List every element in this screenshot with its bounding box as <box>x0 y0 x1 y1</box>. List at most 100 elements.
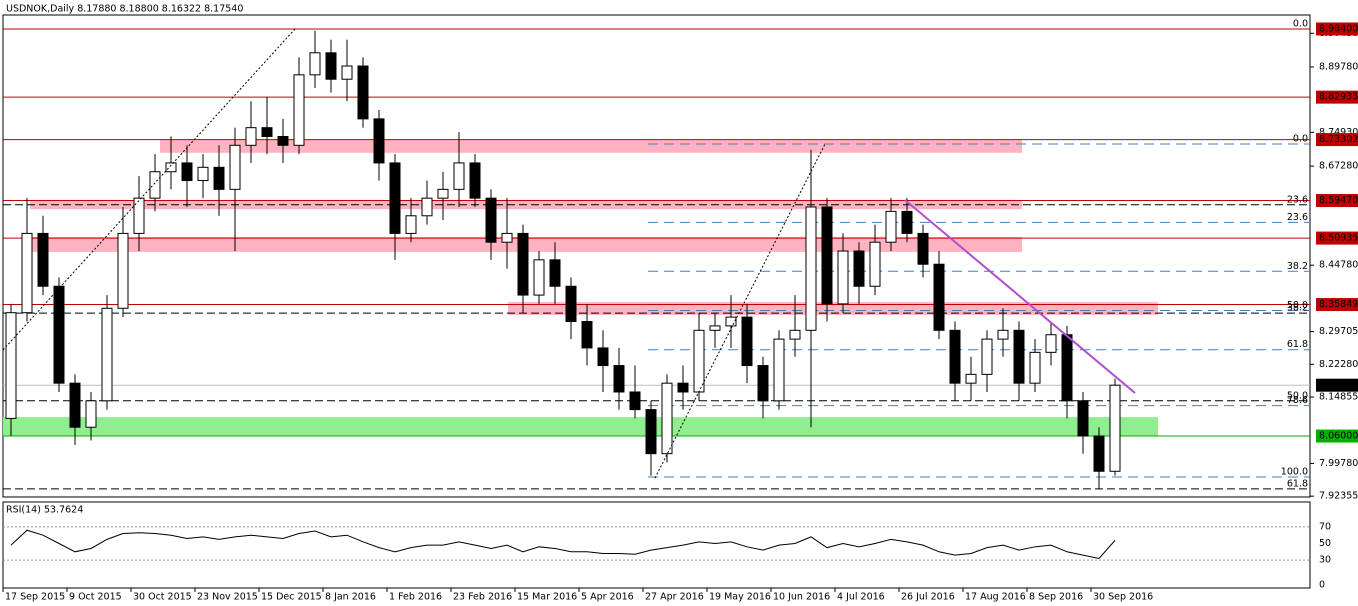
candle-body <box>741 316 753 367</box>
candle-body <box>229 144 241 190</box>
x-tick-label: 17 Aug 2016 <box>965 592 1026 603</box>
level-label: 8.73302 <box>1319 134 1358 145</box>
x-tick-label: 19 May 2016 <box>709 592 771 603</box>
candle-body <box>549 259 561 287</box>
fib-label: 78.6 <box>1287 395 1308 406</box>
fib-anchor-line <box>654 143 826 479</box>
candle-body <box>933 263 945 331</box>
fib-label: 61.8 <box>1287 339 1308 350</box>
candle-body <box>293 74 305 146</box>
candle-body <box>181 162 193 182</box>
candle-body <box>421 197 433 217</box>
labels: 0.023.638.250.061.80.023.638.250.061.878… <box>2 19 1358 603</box>
candle-body <box>597 347 609 367</box>
rsi-tick-label: 70 <box>1319 521 1331 532</box>
candle-body <box>357 65 369 120</box>
y-tick-label: 8.44780 <box>1319 260 1358 271</box>
candle-body <box>789 329 801 340</box>
candle-body <box>501 232 513 243</box>
fib-label: 61.8 <box>1287 478 1308 489</box>
zone <box>160 139 1022 153</box>
y-tick-label: 8.67280 <box>1319 161 1358 172</box>
candle-body <box>1029 351 1041 384</box>
candle-body <box>853 250 865 287</box>
candle-body <box>341 65 353 80</box>
level-box <box>1316 378 1358 392</box>
candle-body <box>901 210 913 234</box>
x-tick-label: 4 Jul 2016 <box>837 592 885 603</box>
x-tick-label: 1 Feb 2016 <box>389 592 442 603</box>
candle-body <box>469 162 481 199</box>
candle-body <box>837 250 849 305</box>
x-tick-label: 10 Jun 2016 <box>773 592 830 603</box>
x-tick-label: 8 Jan 2016 <box>325 592 376 603</box>
candle-body <box>1077 400 1089 437</box>
x-tick-label: 15 Dec 2015 <box>261 592 322 603</box>
rsi-tick-label: 0 <box>1319 580 1325 591</box>
x-tick-label: 15 Mar 2016 <box>517 592 577 603</box>
x-tick-label: 30 Oct 2015 <box>133 592 192 603</box>
x-tick-label: 23 Feb 2016 <box>453 592 512 603</box>
zone <box>3 417 1158 437</box>
fib-label: 50.0 <box>1287 300 1308 311</box>
candle-body <box>325 52 337 80</box>
candle-body <box>69 382 81 428</box>
level-label: 8.50935 <box>1319 233 1358 244</box>
candle-body <box>277 135 289 146</box>
candle-body <box>405 215 417 234</box>
candle-body <box>757 365 769 402</box>
candle-body <box>149 171 161 199</box>
candle-body <box>37 232 49 287</box>
fib-label: 100.0 <box>1281 467 1308 478</box>
candle-body <box>453 162 465 190</box>
candle-body <box>117 232 129 309</box>
candle-body <box>85 400 97 428</box>
y-tick-label: 7.92355 <box>1319 491 1358 502</box>
candle-body <box>885 210 897 243</box>
candle-body <box>773 338 785 402</box>
level-box <box>1316 22 1358 36</box>
fib-label: 50.0 <box>1287 390 1308 401</box>
y-tick-label: 8.22280 <box>1319 359 1358 370</box>
rsi-title: RSI(14) 53.7624 <box>6 505 83 516</box>
candle-body <box>645 409 657 455</box>
candle-body <box>533 259 545 296</box>
candle-body <box>613 365 625 393</box>
x-tick-label: 26 Jul 2016 <box>901 592 955 603</box>
level-box <box>1316 298 1358 312</box>
rsi-panel <box>2 501 1311 589</box>
candle-body <box>165 162 177 173</box>
candle-body <box>373 118 385 164</box>
fib-label: 38.2 <box>1287 261 1308 272</box>
candle-body <box>725 316 737 327</box>
candle-body <box>309 52 321 76</box>
candle-body <box>677 382 689 393</box>
level-label: 8.35849 <box>1319 299 1358 310</box>
level-box <box>1316 231 1358 245</box>
level-box <box>1316 193 1358 207</box>
y-tick-label: 7.99780 <box>1319 458 1358 469</box>
candle-body <box>5 312 17 419</box>
candle-body <box>1061 334 1073 402</box>
candle-body <box>965 373 977 384</box>
level-label: 8.17540 <box>1319 380 1358 391</box>
candle-body <box>917 232 929 265</box>
candle-body <box>821 206 833 305</box>
level-box <box>1316 90 1358 104</box>
x-tick-label: 5 Apr 2016 <box>581 592 634 603</box>
candle-body <box>133 197 145 234</box>
y-tick-label: 8.29705 <box>1319 326 1358 337</box>
candle-body <box>709 325 721 331</box>
level-label: 8.06000 <box>1319 431 1358 442</box>
candle-body <box>949 329 961 384</box>
trend-line <box>904 199 1136 394</box>
fib-label: 23.6 <box>1287 194 1308 205</box>
candles <box>5 30 1121 559</box>
x-tick-label: 23 Nov 2015 <box>197 592 258 603</box>
level-label: 8.98400 <box>1319 24 1358 35</box>
x-tick-label: 27 Apr 2016 <box>645 592 704 603</box>
rsi-line <box>10 529 1116 559</box>
fib-anchor-line <box>2 28 296 351</box>
candle-body <box>1093 435 1105 472</box>
